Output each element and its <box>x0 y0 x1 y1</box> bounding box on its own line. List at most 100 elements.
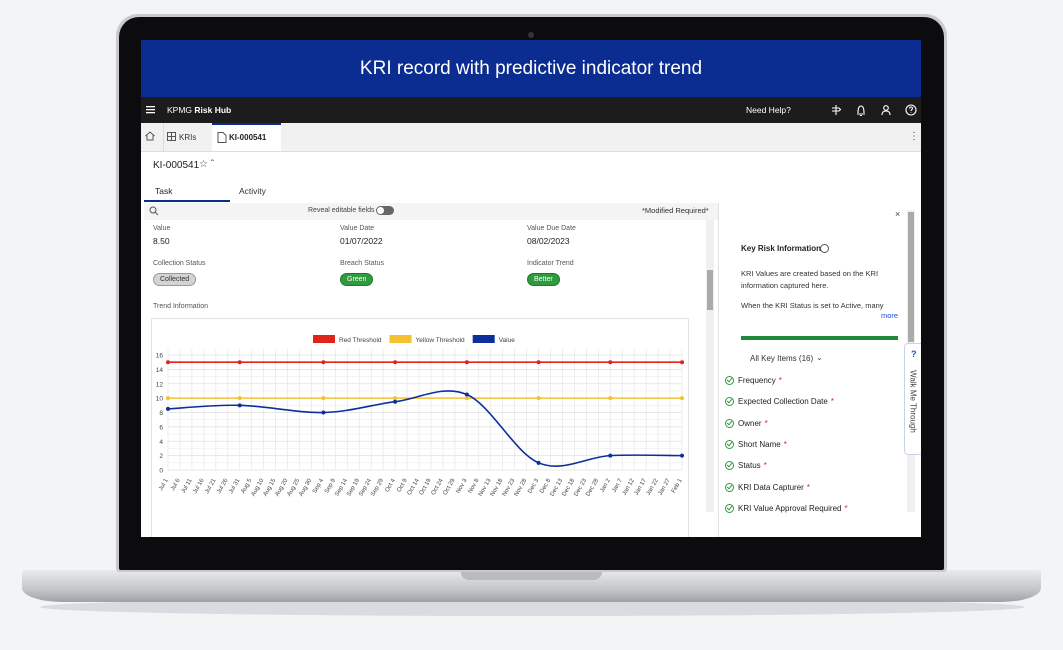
help-link[interactable]: Need Help? <box>746 105 791 115</box>
brand: KPMG Risk Hub <box>167 105 231 115</box>
search-icon[interactable] <box>149 206 159 216</box>
menu-icon[interactable] <box>145 104 157 116</box>
list-title[interactable]: All Key Items (16) <box>750 354 814 363</box>
tab[interactable] <box>163 123 212 151</box>
field-label: Value <box>153 225 171 232</box>
x-tick-label: Nov 28 <box>514 477 529 497</box>
y-tick-label: 14 <box>156 367 164 374</box>
walkme-icon[interactable]: ? <box>911 349 917 359</box>
status-pill: Collected <box>153 273 197 286</box>
required-mark: * <box>830 397 834 407</box>
item-label[interactable]: Frequency <box>738 376 776 385</box>
tab-label[interactable]: KRIs <box>179 133 197 142</box>
x-tick-label: Dec 28 <box>585 477 600 497</box>
field-label: Value Due Date <box>527 225 576 232</box>
active-tab[interactable] <box>212 123 281 151</box>
check-icon <box>725 418 734 428</box>
task-tab[interactable]: Task <box>155 186 173 196</box>
x-tick-label: Feb 1 <box>671 477 684 494</box>
laptop-base-shadow <box>40 598 1025 616</box>
legend-swatch <box>472 335 495 343</box>
topbar-icons <box>832 104 917 117</box>
item: Expected Collection Date * <box>738 397 834 406</box>
data-point <box>393 399 398 404</box>
data-point <box>680 396 684 401</box>
data-point <box>464 392 469 397</box>
x-tick-label: Aug 30 <box>298 477 313 497</box>
home-icon[interactable] <box>144 130 156 142</box>
data-point <box>680 453 684 458</box>
legend-label: Value <box>499 337 516 344</box>
data-point <box>608 396 613 401</box>
series-line <box>167 390 683 467</box>
data-point <box>321 360 326 365</box>
legend-swatch <box>313 335 335 343</box>
data-point <box>237 360 242 365</box>
check-icon <box>725 376 734 385</box>
item: KRI Value Approval Required * <box>738 504 848 513</box>
toggle-label: Reveal editable fields <box>308 207 375 214</box>
legend-swatch <box>389 335 412 343</box>
walkme-tab[interactable] <box>904 343 921 455</box>
bell-icon[interactable] <box>857 105 865 117</box>
legend-label: Yellow Threshold <box>416 337 466 344</box>
close-icon[interactable]: × <box>895 209 901 219</box>
walkme-label[interactable]: Walk Me Through <box>908 370 918 433</box>
info-icon[interactable] <box>820 244 829 253</box>
item-label[interactable]: Status <box>738 461 761 471</box>
activity-tab[interactable]: Activity <box>239 186 266 196</box>
screen: KRI record with predictive indicator tre… <box>141 40 921 537</box>
panel-text: KRI Values are created based on the KRI … <box>741 269 879 290</box>
help-icon[interactable] <box>905 104 917 116</box>
chart-box <box>151 318 689 537</box>
required-mark: * <box>778 376 782 385</box>
data-point <box>680 360 684 365</box>
more-link[interactable]: more <box>881 311 899 320</box>
banner <box>141 40 921 97</box>
user-icon[interactable] <box>883 105 889 111</box>
y-tick-label: 8 <box>159 410 163 417</box>
field-label: Breach Status <box>340 260 384 267</box>
y-tick-label: 0 <box>159 468 163 475</box>
x-tick-label: Jan 27 <box>658 477 673 496</box>
item-label[interactable]: KRI Value Approval Required <box>738 503 842 513</box>
data-point <box>166 406 170 411</box>
toolbar <box>144 203 718 220</box>
required-note: Required* <box>675 206 709 215</box>
record-id: KI-000541 <box>153 160 200 171</box>
y-tick-label: 2 <box>159 453 163 460</box>
x-tick-label: Oct 29 <box>443 477 457 496</box>
camera <box>528 32 534 38</box>
progress-bar <box>741 336 898 340</box>
signpost-icon[interactable] <box>832 105 842 115</box>
item-label[interactable]: Owner <box>738 418 762 428</box>
data-point <box>166 396 170 401</box>
field-label: Value Date <box>340 225 375 232</box>
x-tick-label: Oct 4 <box>384 477 397 493</box>
x-tick-label: Jul 6 <box>170 477 182 492</box>
left-scrollbar <box>706 220 714 512</box>
item: Status * <box>738 461 767 470</box>
caret-icon[interactable]: ⌄ <box>816 353 823 362</box>
panel-text: When the KRI Status is set to Active, ma… <box>741 301 884 310</box>
section-title: Trend Information <box>153 303 208 310</box>
tab-label[interactable]: KI-000541 <box>229 133 267 142</box>
y-tick-label: 12 <box>156 381 164 388</box>
favorite-icon[interactable]: ☆ ˆ <box>199 159 215 170</box>
brand-name: KPMG <box>167 105 193 115</box>
item-label[interactable]: KRI Data Capturer <box>738 482 804 492</box>
more-icon[interactable]: ⋮ <box>909 131 919 142</box>
toggle[interactable] <box>376 206 394 215</box>
item-label[interactable]: Expected Collection Date <box>738 397 828 407</box>
data-point <box>321 410 326 415</box>
banner-title: KRI record with predictive indicator tre… <box>359 58 703 79</box>
status-pill: Green <box>340 273 374 286</box>
data-point <box>166 360 170 365</box>
required-mark: * <box>783 439 787 449</box>
modified-note: *Modified <box>642 206 674 215</box>
grid-icon <box>167 132 176 141</box>
check-icon <box>725 397 734 407</box>
data-point <box>237 403 242 408</box>
item-label[interactable]: Short Name <box>738 439 781 449</box>
